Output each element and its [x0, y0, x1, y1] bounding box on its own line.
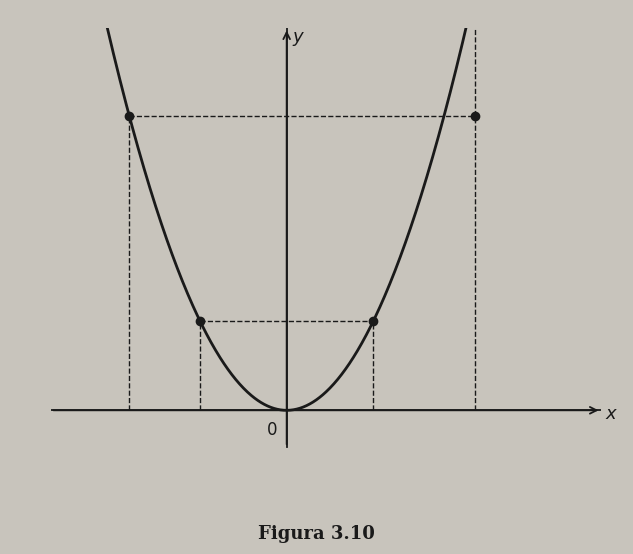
Text: Figura 3.10: Figura 3.10	[258, 525, 375, 543]
Text: x: x	[605, 405, 616, 423]
Text: y: y	[293, 28, 304, 45]
Text: 0: 0	[266, 422, 277, 439]
